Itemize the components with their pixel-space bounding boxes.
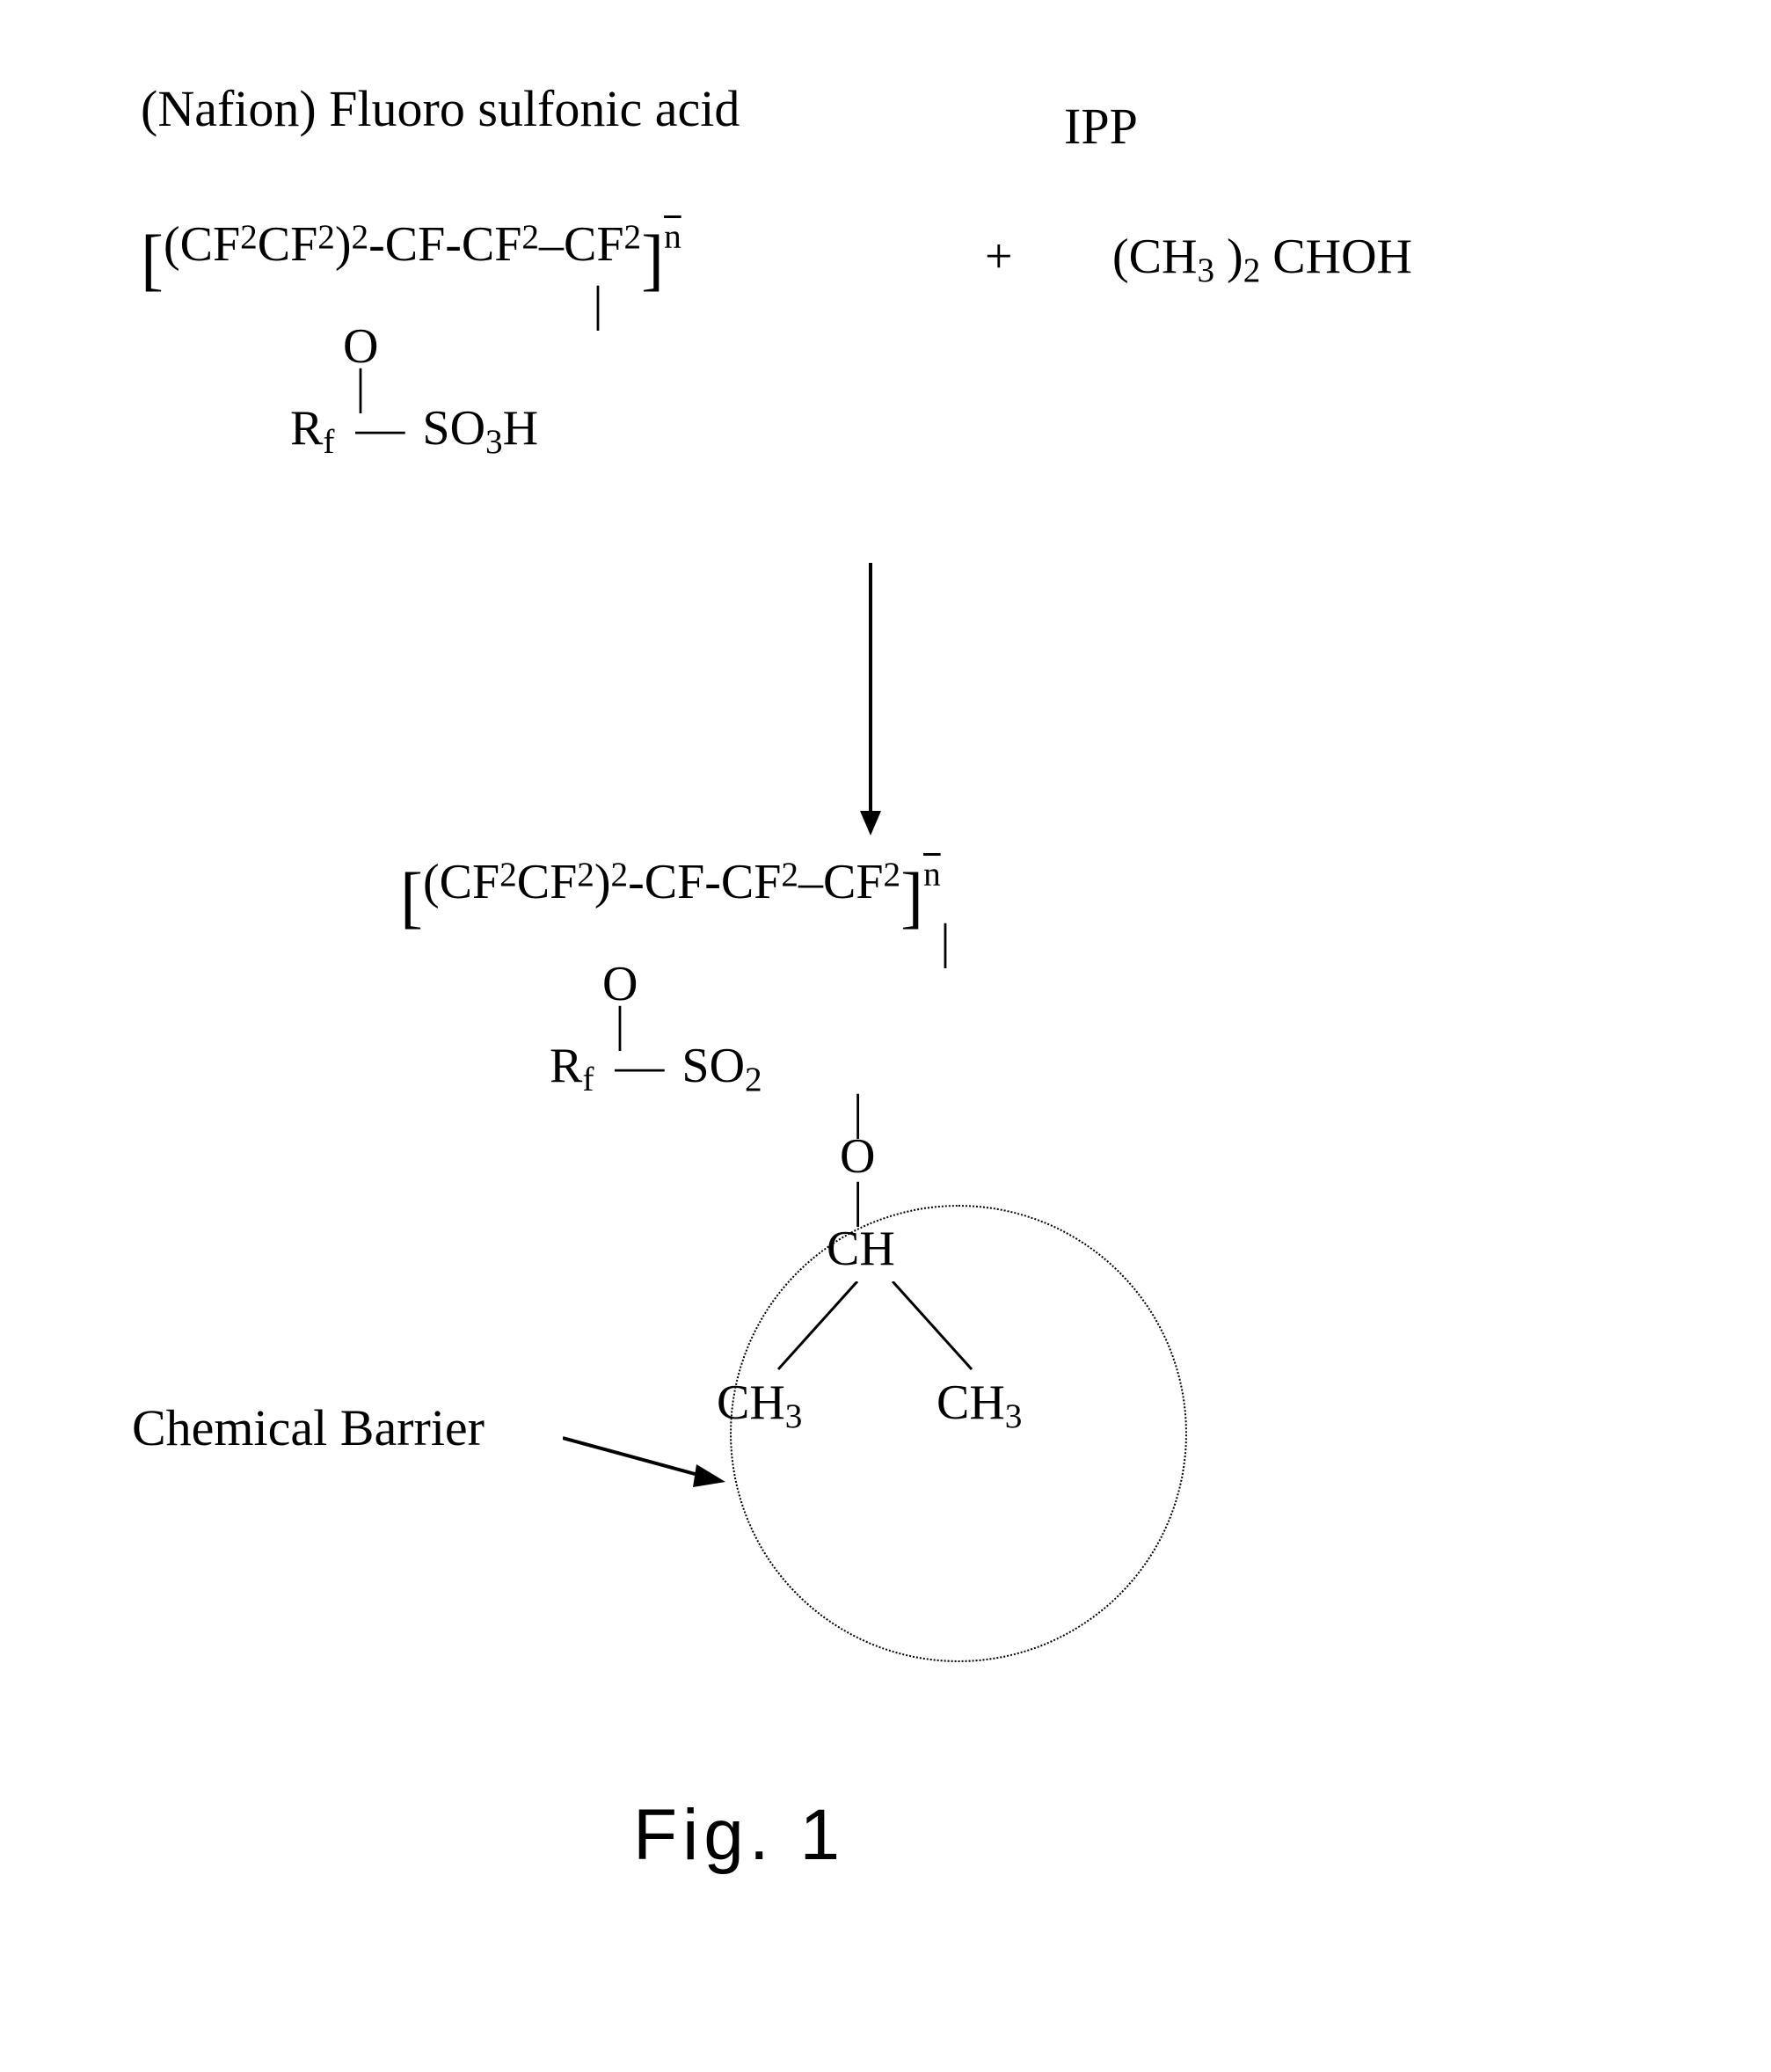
p-dash-2: - — [704, 857, 721, 907]
backbone-cf2-b: CF — [564, 220, 624, 269]
vbond-1: | — [466, 290, 730, 320]
ipp-c: CHOH — [1272, 230, 1412, 284]
p-rf-sub: f — [582, 1061, 594, 1098]
backbone-cf: CF — [385, 220, 446, 269]
bracket-close: ] — [641, 225, 664, 294]
so3-sub: 3 — [485, 423, 503, 461]
bracket-open: [ — [141, 225, 164, 294]
backbone-paren: ) — [335, 220, 352, 269]
sub-2-2: 2 — [317, 220, 335, 254]
p-dash-3: – — [798, 857, 823, 907]
so3-h: H — [503, 401, 538, 456]
p-cf2cf2-b: CF — [517, 857, 578, 907]
p-sub-2-4: 2 — [781, 857, 798, 892]
p-dash-1: - — [628, 857, 645, 907]
p-paren: ) — [594, 857, 611, 907]
ipp-b: ) — [1227, 230, 1243, 284]
p-cf2-a: CF — [721, 857, 782, 907]
p-cf2cf2-a: (CF — [423, 857, 499, 907]
ipp-a: (CH — [1112, 230, 1197, 284]
so3: SO — [422, 401, 485, 456]
ipp-sub2: 2 — [1243, 252, 1261, 289]
p-cf2-b: CF — [823, 857, 884, 907]
p-so2-sub: 2 — [745, 1061, 762, 1098]
p-cf: CF — [645, 857, 705, 907]
reactant-ipp: (CH3 )2 CHOH — [1112, 229, 1412, 290]
p-sub-2-1: 2 — [499, 857, 517, 892]
p-so2: SO — [681, 1039, 745, 1093]
p-bracket-open: [ — [400, 863, 423, 931]
reactant-nafion: [ (CF2 CF2 )2 - CF - CF2 – CF2 ] n | O |… — [141, 220, 730, 459]
p-sub-2-5: 2 — [883, 857, 900, 892]
backbone-cf2cf2-a: (CF — [164, 220, 240, 269]
figure-caption: Fig. 1 — [633, 1794, 845, 1877]
p-rf: R — [550, 1039, 582, 1093]
vbond-2: | — [343, 373, 378, 403]
rf-sub: f — [323, 423, 334, 461]
label-chemical-barrier: Chemical Barrier — [132, 1398, 485, 1457]
reaction-arrow-down-icon — [853, 563, 888, 835]
sub-n: n — [664, 220, 681, 254]
p-vbond-2: | — [602, 1010, 638, 1040]
sub-2-3: 2 — [351, 220, 368, 254]
sub-2-5: 2 — [623, 220, 641, 254]
p-sub-n: n — [923, 857, 941, 892]
page: (Nafion) Fluoro sulfonic acid IPP [ (CF2… — [0, 0, 1771, 2072]
p-bracket-close: ] — [900, 863, 923, 931]
p-sub-2-3: 2 — [610, 857, 628, 892]
nafion-sidechain: | O | Rf — SO3H — [466, 290, 730, 459]
label-nafion: (Nafion) Fluoro sulfonic acid — [141, 79, 740, 138]
dash-2: - — [445, 220, 462, 269]
p-sub-2-2: 2 — [577, 857, 594, 892]
p-vbond-1: | — [725, 928, 1165, 958]
backbone-cf2-a: CF — [462, 220, 522, 269]
p-vbond-4: | — [853, 1186, 863, 1216]
chemical-barrier-circle — [730, 1205, 1187, 1662]
rf-so3h: Rf — SO3H — [290, 404, 730, 459]
sub-2-4: 2 — [521, 220, 539, 254]
dash-1: - — [368, 220, 385, 269]
dash-3: – — [539, 220, 564, 269]
rf: R — [290, 401, 323, 456]
product-backbone: [ (CF2 CF2 )2 - CF - CF2 – CF2 ] n — [400, 857, 1165, 926]
plus-sign: + — [985, 229, 1013, 285]
barrier-arrow-icon — [563, 1429, 739, 1499]
sub-2-1: 2 — [240, 220, 258, 254]
p-vbond-3: | — [853, 1098, 863, 1128]
label-ipp: IPP — [1064, 97, 1138, 156]
nafion-backbone: [ (CF2 CF2 )2 - CF - CF2 – CF2 ] n — [141, 220, 730, 288]
backbone-cf2cf2-b: CF — [258, 220, 318, 269]
ipp-sub3: 3 — [1197, 252, 1214, 289]
